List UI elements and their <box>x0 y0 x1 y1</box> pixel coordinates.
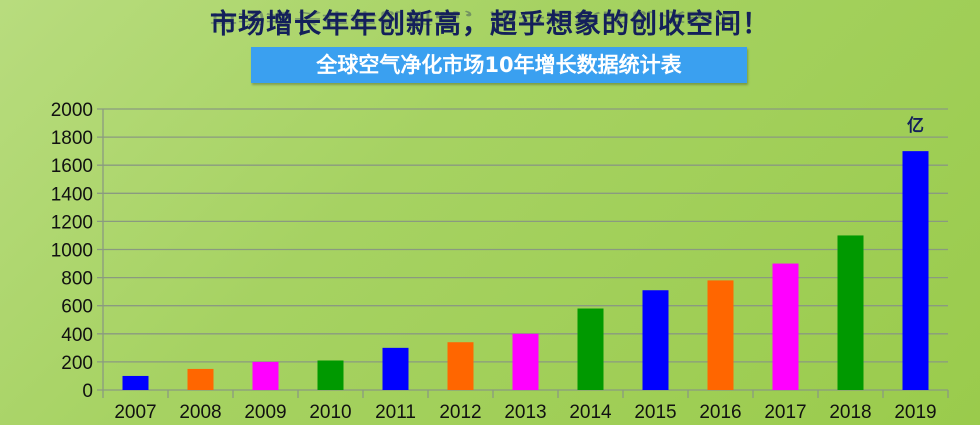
x-tick-label: 2007 <box>114 402 156 423</box>
bar-2007 <box>122 375 149 390</box>
bar-2016 <box>707 280 734 390</box>
y-tick-label: 1800 <box>51 128 93 149</box>
x-tick-label: 2013 <box>504 402 546 423</box>
x-tick-label: 2012 <box>439 402 481 423</box>
bar-2013 <box>512 333 539 390</box>
y-tick-label: 1600 <box>51 156 93 177</box>
bar-2010 <box>317 360 344 390</box>
x-tick-label: 2008 <box>179 402 221 423</box>
x-tick-label: 2016 <box>699 402 741 423</box>
x-tick-label: 2009 <box>244 402 286 423</box>
x-tick-label: 2017 <box>764 402 806 423</box>
x-tick-label: 2011 <box>375 402 416 423</box>
y-tick-label: 400 <box>61 325 93 346</box>
bar-2017 <box>772 263 799 390</box>
y-tick-label: 1400 <box>51 184 93 205</box>
x-tick-label: 2010 <box>309 402 351 423</box>
y-tick-label: 1000 <box>51 241 93 262</box>
bar-2019 <box>902 151 929 390</box>
bar-2011 <box>382 347 409 390</box>
chart-title-banner: 全球空气净化市场10年增长数据统计表 <box>251 47 747 83</box>
bar-2008 <box>187 368 214 390</box>
unit-label: 亿 <box>907 115 924 136</box>
y-tick-label: 0 <box>82 381 93 402</box>
x-tick-label: 2015 <box>634 402 676 423</box>
headline: 市场增长年年创新高，超乎想象的创收空间！ <box>210 9 770 40</box>
x-tick-label: 2019 <box>894 402 936 423</box>
x-tick-label: 2014 <box>569 402 612 423</box>
y-tick-label: 2000 <box>51 100 93 121</box>
y-tick-label: 600 <box>61 297 93 318</box>
bar-2014 <box>577 308 604 390</box>
y-tick-label: 800 <box>61 269 93 290</box>
y-tick-label: 200 <box>61 353 93 374</box>
bar-2015 <box>642 290 669 390</box>
bar-2018 <box>837 235 864 390</box>
y-tick-label: 1200 <box>51 212 93 233</box>
bar-2009 <box>252 361 279 390</box>
bar-2012 <box>447 342 474 390</box>
x-tick-label: 2018 <box>829 402 871 423</box>
